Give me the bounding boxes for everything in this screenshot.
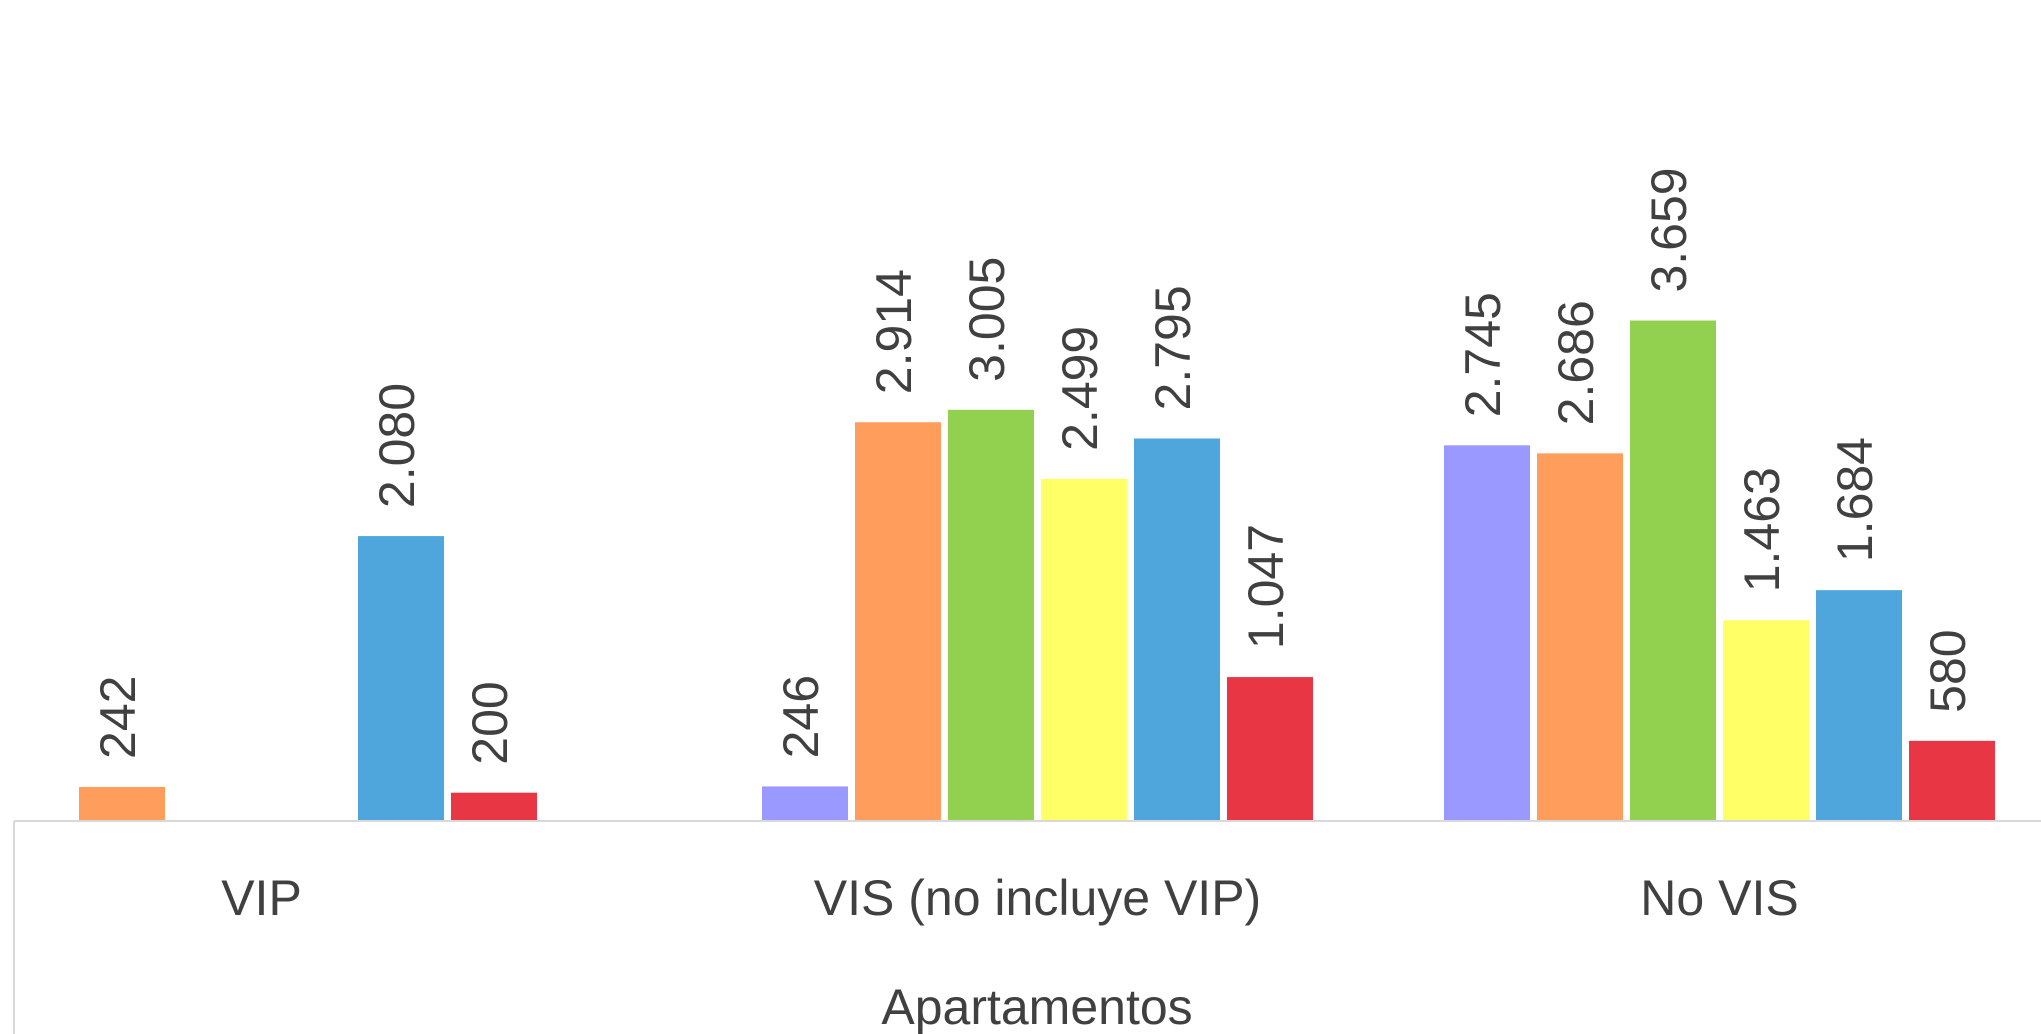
bar-vip-series-5 bbox=[358, 536, 444, 820]
data-label-vip-series-6: 200 bbox=[462, 681, 518, 764]
bar-no-vis-series-4 bbox=[1723, 620, 1809, 820]
bar-no-vis-series-1 bbox=[1444, 445, 1530, 820]
bar-vis-no-incluye-vip-series-3 bbox=[948, 409, 1034, 820]
data-label-vis-no-incluye-vip-series-2: 2.914 bbox=[866, 269, 922, 394]
data-label-vis-no-incluye-vip-series-3: 3.005 bbox=[959, 257, 1015, 382]
data-label-vis-no-incluye-vip-series-5: 2.795 bbox=[1145, 285, 1201, 410]
bar-no-vis-series-3 bbox=[1630, 320, 1716, 820]
bar-no-vis-series-6 bbox=[1909, 740, 1995, 820]
bar-vis-no-incluye-vip-series-5 bbox=[1134, 438, 1220, 820]
data-label-no-vis-series-6: 580 bbox=[1920, 629, 1976, 712]
data-label-vis-no-incluye-vip-series-1: 246 bbox=[773, 675, 829, 758]
category-group-label: Apartamentos bbox=[881, 979, 1192, 1034]
bars-layer bbox=[79, 320, 1995, 820]
bar-no-vis-series-5 bbox=[1816, 590, 1902, 820]
data-labels-layer: 242 2.080 200 246 2.914 3.005 2.499 2.795 1.047 2… bbox=[90, 167, 1976, 764]
data-label-vis-no-incluye-vip-series-4: 2.499 bbox=[1052, 326, 1108, 451]
bar-vis-no-incluye-vip-series-1 bbox=[762, 786, 848, 820]
bar-vis-no-incluye-vip-series-6 bbox=[1227, 677, 1313, 820]
category-label-no-vis: No VIS bbox=[1640, 870, 1798, 926]
data-label-no-vis-series-1: 2.745 bbox=[1455, 292, 1511, 417]
bar-no-vis-series-2 bbox=[1537, 453, 1623, 820]
data-label-no-vis-series-4: 1.463 bbox=[1734, 467, 1790, 592]
category-labels-layer: VIP VIS (no incluye VIP) No VIS bbox=[221, 870, 1799, 926]
data-label-vis-no-incluye-vip-series-6: 1.047 bbox=[1238, 524, 1294, 649]
data-label-no-vis-series-2: 2.686 bbox=[1548, 300, 1604, 425]
category-label-vip: VIP bbox=[221, 870, 302, 926]
bar-vis-no-incluye-vip-series-2 bbox=[855, 422, 941, 820]
bar-vip-series-6 bbox=[451, 792, 537, 820]
data-label-no-vis-series-3: 3.659 bbox=[1641, 167, 1697, 292]
data-label-no-vis-series-5: 1.684 bbox=[1827, 437, 1883, 562]
category-label-vis-no-incluye-vip: VIS (no incluye VIP) bbox=[814, 870, 1261, 926]
data-label-vip-series-2: 242 bbox=[90, 676, 146, 759]
bar-vip-series-2 bbox=[79, 786, 165, 820]
data-label-vip-series-5: 2.080 bbox=[369, 383, 425, 508]
bar-vis-no-incluye-vip-series-4 bbox=[1041, 478, 1127, 820]
